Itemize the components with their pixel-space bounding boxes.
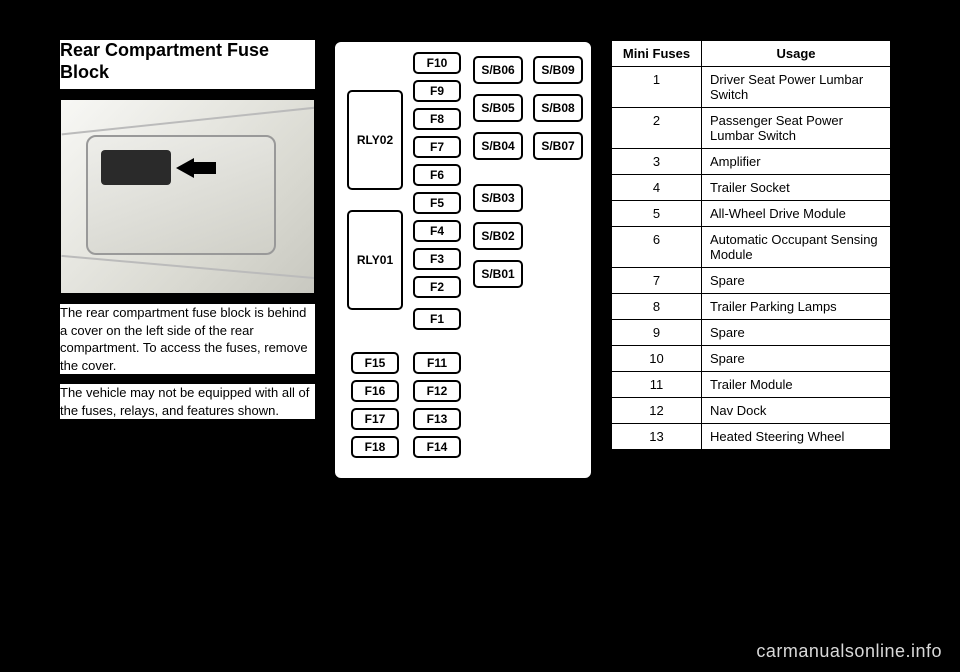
right-column: Mini Fuses Usage 1Driver Seat Power Lumb… (611, 40, 891, 620)
table-row: 11Trailer Module (612, 372, 891, 398)
table-row: 4Trailer Socket (612, 175, 891, 201)
fuse-box-s-b03: S/B03 (473, 184, 523, 212)
fuse-box-f18: F18 (351, 436, 399, 458)
fuse-box-s-b08: S/B08 (533, 94, 583, 122)
fuse-number: 10 (612, 346, 702, 372)
table-row: 10Spare (612, 346, 891, 372)
fuse-number: 12 (612, 398, 702, 424)
body-paragraph-2: The vehicle may not be equipped with all… (60, 384, 315, 419)
fuse-number: 7 (612, 268, 702, 294)
fuse-number: 9 (612, 320, 702, 346)
fuse-diagram: RLY02 RLY01 F10 F9 F8 F7 F6 F5 F4 F3 F2 F1 S/B06 S/B0… (333, 40, 593, 480)
fuse-usage: Heated Steering Wheel (702, 424, 891, 450)
body-paragraph-1: The rear compartment fuse block is behin… (60, 304, 315, 374)
left-column: Rear Compartment Fuse Block The rear com… (60, 40, 315, 620)
fuse-box-f16: F16 (351, 380, 399, 402)
fuse-box-s-b05: S/B05 (473, 94, 523, 122)
fuse-box-f9: F9 (413, 80, 461, 102)
photo-line (61, 255, 315, 279)
fuse-usage: Spare (702, 346, 891, 372)
middle-column: RLY02 RLY01 F10 F9 F8 F7 F6 F5 F4 F3 F2 F1 S/B06 S/B0… (333, 40, 593, 620)
fuse-number: 6 (612, 227, 702, 268)
fuse-usage: Driver Seat Power Lumbar Switch (702, 67, 891, 108)
fuse-box-f14: F14 (413, 436, 461, 458)
fuse-usage: Passenger Seat Power Lumbar Switch (702, 108, 891, 149)
table-row: 8Trailer Parking Lamps (612, 294, 891, 320)
fuse-box-f4: F4 (413, 220, 461, 242)
fuse-number: 8 (612, 294, 702, 320)
fuse-box-f13: F13 (413, 408, 461, 430)
fuse-box-s-b09: S/B09 (533, 56, 583, 84)
table-row: 12Nav Dock (612, 398, 891, 424)
fuse-box-f1: F1 (413, 308, 461, 330)
table-row: 13Heated Steering Wheel (612, 424, 891, 450)
table-row: 3Amplifier (612, 149, 891, 175)
table-row: 7Spare (612, 268, 891, 294)
fuse-box-f17: F17 (351, 408, 399, 430)
fuse-number: 4 (612, 175, 702, 201)
arrow-icon (176, 158, 194, 178)
fuse-number: 13 (612, 424, 702, 450)
fuse-box-f10: F10 (413, 52, 461, 74)
fuse-box-f12: F12 (413, 380, 461, 402)
fuse-box-f6: F6 (413, 164, 461, 186)
fuse-table: Mini Fuses Usage 1Driver Seat Power Lumb… (611, 40, 891, 450)
table-row: 1Driver Seat Power Lumbar Switch (612, 67, 891, 108)
fuse-box-f5: F5 (413, 192, 461, 214)
fuse-box-f15: F15 (351, 352, 399, 374)
table-row: 5All-Wheel Drive Module (612, 201, 891, 227)
fuse-usage: Trailer Parking Lamps (702, 294, 891, 320)
fuse-box-rly02: RLY02 (347, 90, 403, 190)
fuse-usage: Spare (702, 268, 891, 294)
fuse-usage: Trailer Module (702, 372, 891, 398)
fuse-box-f2: F2 (413, 276, 461, 298)
fuse-usage: Amplifier (702, 149, 891, 175)
fuse-box-s-b07: S/B07 (533, 132, 583, 160)
fuse-box-f3: F3 (413, 248, 461, 270)
table-header-fuses: Mini Fuses (612, 41, 702, 67)
page: Rear Compartment Fuse Block The rear com… (60, 40, 900, 620)
fuse-box-f11: F11 (413, 352, 461, 374)
fuse-number: 1 (612, 67, 702, 108)
fuse-number: 3 (612, 149, 702, 175)
photo-slot (101, 150, 171, 185)
fuse-usage: Spare (702, 320, 891, 346)
fuse-box-s-b06: S/B06 (473, 56, 523, 84)
table-row: 9Spare (612, 320, 891, 346)
fuse-usage: Automatic Occupant Sensing Module (702, 227, 891, 268)
fuse-box-f8: F8 (413, 108, 461, 130)
fuse-number: 5 (612, 201, 702, 227)
fuse-box-s-b04: S/B04 (473, 132, 523, 160)
fuse-location-photo (60, 99, 315, 294)
fuse-number: 11 (612, 372, 702, 398)
fuse-box-rly01: RLY01 (347, 210, 403, 310)
fuse-usage: All-Wheel Drive Module (702, 201, 891, 227)
table-header-row: Mini Fuses Usage (612, 41, 891, 67)
table-header-usage: Usage (702, 41, 891, 67)
watermark: carmanualsonline.info (756, 641, 942, 662)
fuse-box-s-b02: S/B02 (473, 222, 523, 250)
fuse-box-f7: F7 (413, 136, 461, 158)
table-row: 2Passenger Seat Power Lumbar Switch (612, 108, 891, 149)
section-title: Rear Compartment Fuse Block (60, 40, 315, 91)
fuse-box-s-b01: S/B01 (473, 260, 523, 288)
fuse-usage: Trailer Socket (702, 175, 891, 201)
fuse-number: 2 (612, 108, 702, 149)
fuse-usage: Nav Dock (702, 398, 891, 424)
photo-line (62, 107, 315, 136)
table-row: 6Automatic Occupant Sensing Module (612, 227, 891, 268)
